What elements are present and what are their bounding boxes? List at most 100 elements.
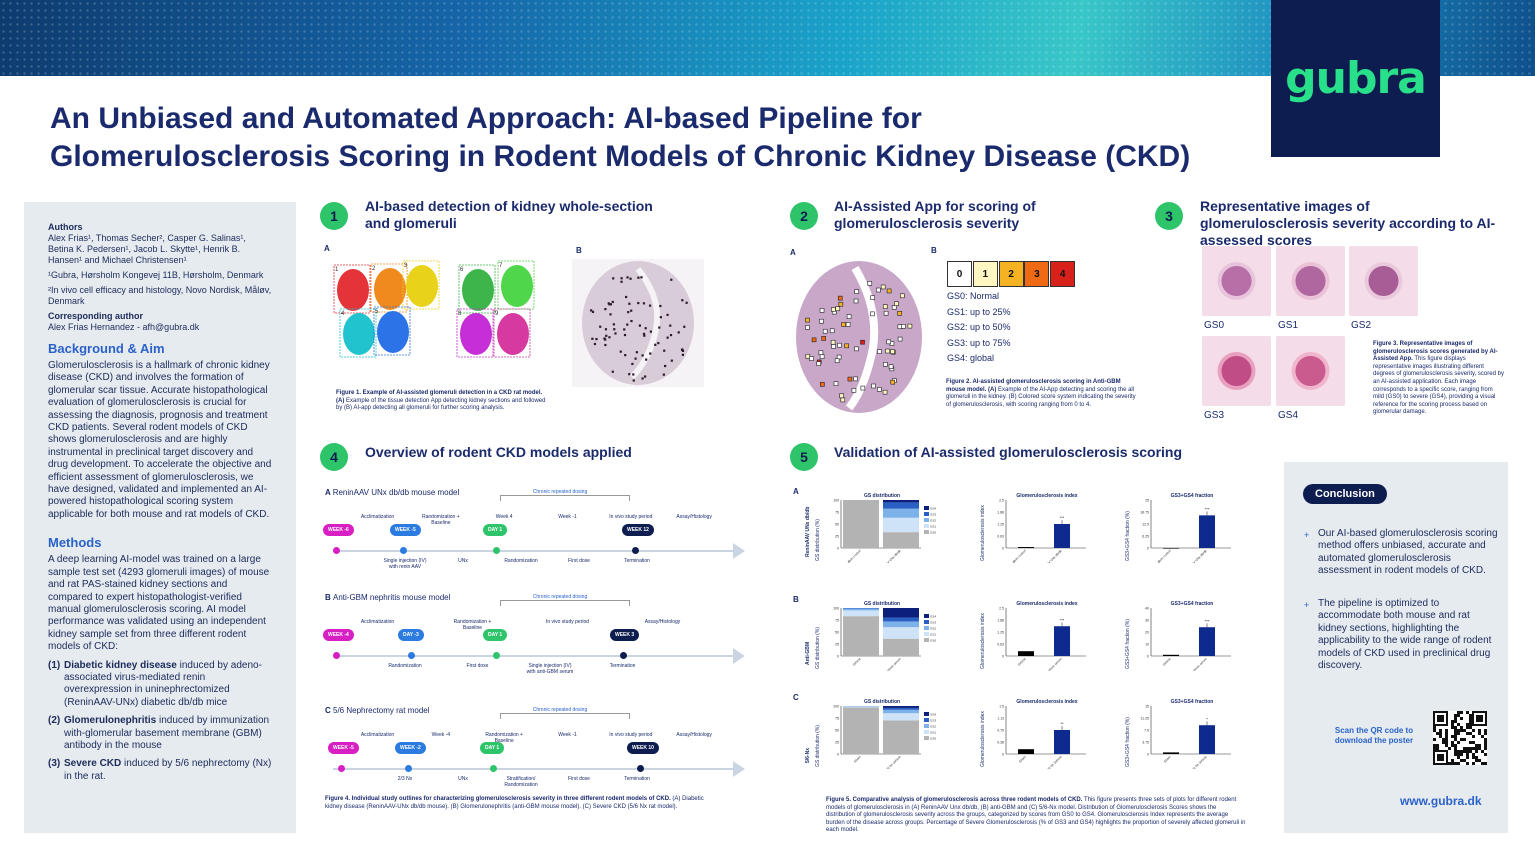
significance-label: **: [1060, 721, 1064, 726]
x-tick-label: Nephrotoxic serum: [880, 657, 902, 671]
glomerulus-marker: [629, 277, 632, 280]
significance-label: *: [1206, 716, 1208, 721]
legend-label: GS1: [930, 633, 936, 637]
bar-segment-GS1: [843, 610, 879, 617]
glomerulus-marker: [659, 316, 662, 319]
chart-A-1: Glomerulosclerosis index Glomeruloscleros…: [980, 493, 1102, 563]
timeline-milestone: WEEK -5: [390, 524, 421, 536]
y-tick-label: 0: [1002, 753, 1004, 757]
y-tick-label: 0.75: [997, 729, 1004, 733]
y-tick-label: 0: [1147, 547, 1149, 551]
glomerulus-marker: [681, 299, 684, 302]
section-4-number: 4: [320, 443, 348, 471]
y-tick-label: 0: [1002, 547, 1004, 551]
score-legend-item: GS0: Normal: [947, 291, 1000, 301]
section-5-number: 5: [790, 443, 818, 471]
timeline-phase-label: Acclimatization: [360, 514, 395, 520]
qr-code-icon[interactable]: [1433, 711, 1487, 765]
scored-glomerulus: [847, 376, 853, 382]
chronic-bracket: [500, 600, 630, 606]
glomerulus-marker: [637, 301, 640, 305]
model-list-item: (1) Diabetic kidney disease induced by ad…: [48, 660, 272, 710]
glomerulus-marker: [644, 327, 647, 330]
scored-glomerulus: [897, 336, 903, 342]
timeline-milestone: WEEK -4: [323, 629, 354, 641]
chart-svg: 0 3.75 7.5 11.25 15 Sham * 5/6 Nx Vehicle: [1141, 705, 1231, 769]
glomerulus-marker: [669, 324, 672, 327]
glomerulus-marker: [681, 348, 684, 351]
legend-swatch: [924, 506, 929, 510]
x-tick-label: 5/6 Nx Vehicle: [1190, 755, 1207, 769]
scored-glomerulus: [833, 381, 839, 386]
timeline-event-label: First dose: [568, 776, 590, 782]
timeline-line: [333, 655, 735, 657]
poster-title: An Unbiased and Automated Approach: AI-b…: [50, 100, 1250, 176]
glomerulus-marker: [605, 334, 608, 337]
bar: [1163, 548, 1179, 549]
glomerulus-marker: [612, 323, 615, 326]
chart-svg: 0 0.63 1.25 1.88 2.5 Vehicle *** Nephrotoxic se…: [997, 607, 1086, 671]
timeline-arrow-icon: [733, 761, 745, 777]
timeline-phase-label: Randomization + Baseline: [485, 732, 523, 744]
significance-label: ***: [1060, 515, 1065, 520]
y-tick-label: 0.63: [997, 643, 1004, 647]
timeline-milestone: WEEK 3: [610, 629, 640, 641]
score-legend-item: GS4: global: [947, 353, 995, 363]
timeline-dot: [620, 652, 627, 659]
scored-glomerulus: [854, 289, 859, 294]
kidney-section: 3: [402, 260, 440, 310]
glomerulus-marker: [608, 336, 611, 339]
scored-glomerulus: [809, 356, 814, 361]
glomerulus-marker: [604, 338, 607, 341]
logo-text: gubra: [1285, 53, 1427, 104]
scored-glomerulus: [841, 322, 846, 327]
legend-label: GS3: [930, 719, 936, 723]
legend-swatch: [924, 638, 929, 642]
timeline-dot: [400, 547, 407, 554]
glomerulus-marker: [590, 309, 593, 312]
timeline-phase-label: Assay/Histology: [676, 514, 712, 520]
scored-glomerulus: [837, 342, 842, 348]
gubra-logo[interactable]: gubra: [1271, 0, 1440, 157]
affiliation-1: ¹Gubra, Hørsholm Kongevej 11B, Hørsholm,…: [48, 270, 264, 280]
kidney-section: 5: [373, 306, 411, 356]
timeline-event-label: Randomization: [504, 558, 538, 564]
section-2-number: 2: [790, 202, 818, 230]
timeline-event-label: UNx: [458, 776, 468, 782]
bar: [1199, 725, 1215, 754]
glomerulus-marker: [641, 377, 644, 380]
glomerulus-marker: [613, 328, 616, 331]
y-tick-label: 25: [1145, 499, 1149, 503]
bar: [1199, 627, 1215, 656]
x-tick-label: 5/6 Nx Vehicle: [884, 755, 901, 769]
y-tick-label: 50: [835, 523, 839, 527]
timeline-event-label: Termination: [609, 663, 636, 669]
timeline-dot: [490, 765, 497, 772]
glomerulus-marker: [649, 330, 652, 333]
glomerulus-marker: [641, 354, 644, 357]
bar-segment-GS2: [883, 508, 919, 518]
timeline-event-label: Single injection (IV) with renin AAV: [383, 558, 427, 570]
score-box-1: 1: [972, 261, 998, 287]
website-link[interactable]: www.gubra.dk: [1400, 794, 1482, 808]
y-tick-label: 0: [1002, 655, 1004, 659]
y-tick-label: 25: [835, 535, 839, 539]
svg-text:9: 9: [495, 311, 499, 317]
scored-glomerulus: [819, 354, 825, 359]
legend-label: GS1: [930, 731, 936, 735]
chart-svg: 0 25 50 75 100 Vehicle Nephrotoxic serum GS4 GS3…: [833, 607, 936, 672]
significance-label: ***: [1205, 507, 1210, 512]
item-number: (2): [48, 715, 61, 727]
y-tick-label: 1.25: [997, 631, 1004, 635]
scored-glomerulus: [816, 361, 822, 366]
timeline-milestone: WEEK -5: [328, 742, 359, 754]
conclusion-point-1: Our AI-based glomerulosclerosis scoring …: [1318, 528, 1498, 577]
svg-text:3: 3: [404, 263, 408, 269]
timeline-event-label: Randomization: [388, 663, 422, 669]
score-box-0: 0: [947, 261, 972, 287]
y-tick-label: 1.13: [997, 717, 1004, 721]
x-tick-label: Vehicle: [852, 657, 862, 667]
y-tick-label: 2.5: [999, 607, 1004, 611]
glomerulus-marker: [642, 332, 646, 335]
section-5-heading: Validation of AI-assisted glomeruloscler…: [834, 444, 1183, 460]
